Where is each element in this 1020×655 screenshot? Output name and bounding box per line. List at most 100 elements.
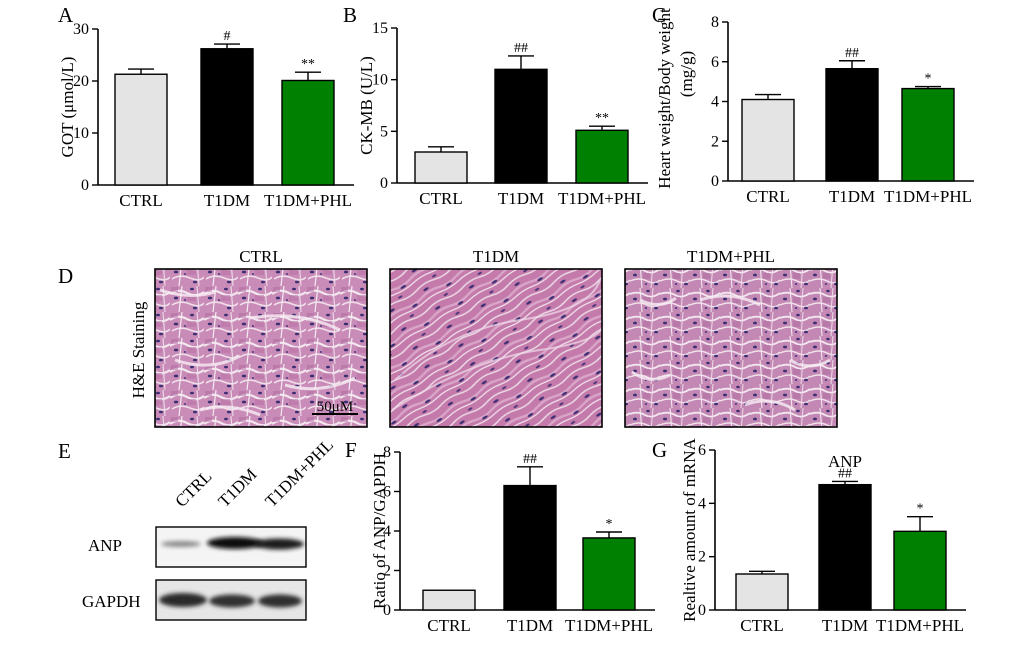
bar-t1dm <box>494 68 548 184</box>
y-tick-label: 0 <box>698 602 706 619</box>
significance-mark: ** <box>595 111 609 126</box>
bar-t1dm-phl <box>893 530 947 611</box>
panel-d: D H&E Staining CTRL T1DM T1DM+PHL 50μM <box>58 247 838 428</box>
category-label: T1DM+PHL <box>558 189 646 208</box>
chart-title: ANP <box>828 452 862 471</box>
y-tick-label: 10 <box>73 125 89 142</box>
bar-t1dm <box>200 48 254 186</box>
bar-ctrl <box>422 589 476 611</box>
y-axis-label: CK-MB (U/L) <box>357 56 376 155</box>
bar-t1dm-phl <box>582 537 636 611</box>
y-tick-label: 6 <box>383 484 391 501</box>
panel-label-a: A <box>58 3 74 27</box>
lane-label-t1dm-phl: T1DM+PHL <box>261 435 337 511</box>
significance-mark: * <box>917 502 924 517</box>
chart-a: A 0 10 20 30 GOT (μmol/L) CTRL # T1DM ** T1DM+PHL <box>58 3 354 210</box>
category-label: CTRL <box>746 187 789 206</box>
blot-gapdh <box>155 579 307 621</box>
bar-t1dm <box>825 68 879 182</box>
he-title-ctrl: CTRL <box>239 247 282 266</box>
panel-label-g: G <box>652 438 667 462</box>
panel-label-f: F <box>345 438 357 462</box>
significance-mark: ## <box>523 452 537 467</box>
he-title-t1dm-phl: T1DM+PHL <box>687 247 775 266</box>
blot-row-anp: ANP <box>88 536 122 555</box>
lane-label-t1dm: T1DM <box>214 465 260 511</box>
category-label: CTRL <box>419 189 462 208</box>
y-tick-label: 30 <box>73 21 89 38</box>
lane-label-ctrl: CTRL <box>171 467 215 511</box>
bar-t1dm-phl <box>901 87 955 182</box>
y-axis-label: Realtive amount of mRNA <box>680 437 699 621</box>
panel-label-e: E <box>58 439 71 463</box>
bar-t1dm-phl <box>281 79 335 186</box>
y-tick-label: 8 <box>383 444 391 461</box>
he-image-t1dm <box>389 268 604 428</box>
panel-label-c: C <box>652 3 666 27</box>
category-label: T1DM <box>822 616 868 635</box>
category-label: T1DM+PHL <box>565 616 653 635</box>
chart-b: B 0 5 10 15 CK-MB (U/L) CTRL ## T1DM ** T1DM+PHL <box>343 3 648 208</box>
y-tick-label: 4 <box>711 94 719 111</box>
y-tick-label: 0 <box>81 177 89 194</box>
bar-ctrl <box>741 98 795 182</box>
significance-mark: # <box>224 29 231 44</box>
blot-anp <box>155 526 307 568</box>
y-axis-label: Heart weight/Body weight <box>655 8 674 189</box>
y-tick-label: 2 <box>698 549 706 566</box>
bar-ctrl <box>414 151 468 184</box>
significance-mark: * <box>925 72 932 87</box>
y-tick-label: 4 <box>383 523 391 540</box>
y-tick-label: 0 <box>383 602 391 619</box>
y-tick-label: 6 <box>711 54 719 71</box>
y-tick-label: 0 <box>711 173 719 190</box>
significance-mark: * <box>606 517 613 532</box>
panel-label-d: D <box>58 264 73 288</box>
y-tick-label: 4 <box>698 495 706 512</box>
significance-mark: ## <box>845 46 859 61</box>
category-label: T1DM+PHL <box>876 616 964 635</box>
category-label: T1DM+PHL <box>264 191 352 210</box>
bar-ctrl <box>735 573 789 611</box>
panel-label-b: B <box>343 3 357 27</box>
bar-t1dm-phl <box>575 129 629 184</box>
panel-e: E CTRL T1DM T1DM+PHL ANP GAPDH <box>58 435 337 621</box>
y-axis-label: GOT (μmol/L) <box>58 57 77 158</box>
y-tick-label: 8 <box>711 14 719 31</box>
scale-bar-label: 50μM <box>317 399 353 415</box>
category-label: T1DM <box>498 189 544 208</box>
y-tick-label: 20 <box>73 73 89 90</box>
y-tick-label: 5 <box>380 123 388 140</box>
category-label: CTRL <box>119 191 162 210</box>
category-label: CTRL <box>740 616 783 635</box>
he-image-t1dm-phl <box>624 268 838 428</box>
significance-mark: ## <box>838 466 852 481</box>
chart-c: C 0 2 4 6 8 Heart weight/Body weight (mg/g) CTRL… <box>652 3 974 206</box>
he-title-t1dm: T1DM <box>473 247 519 266</box>
bar-ctrl <box>114 73 168 186</box>
he-staining-label: H&E Staining <box>129 301 148 398</box>
y-axis-label: Ratio of ANP/GAPDH <box>370 453 389 609</box>
y-tick-label: 15 <box>372 20 388 37</box>
category-label: T1DM <box>829 187 875 206</box>
significance-mark: ## <box>514 41 528 56</box>
y-tick-label: 2 <box>383 563 391 580</box>
y-tick-label: 6 <box>698 442 706 459</box>
bar-t1dm <box>818 483 872 611</box>
he-image-ctrl: 50μM <box>154 268 368 428</box>
y-axis-label-unit: (mg/g) <box>677 51 696 97</box>
significance-mark: ** <box>301 57 315 72</box>
bar-t1dm <box>503 484 557 611</box>
category-label: T1DM+PHL <box>884 187 972 206</box>
y-tick-label: 2 <box>711 133 719 150</box>
blot-row-gapdh: GAPDH <box>82 592 141 611</box>
y-tick-label: 10 <box>372 72 388 89</box>
category-label: T1DM <box>507 616 553 635</box>
y-tick-label: 0 <box>380 175 388 192</box>
category-label: CTRL <box>427 616 470 635</box>
category-label: T1DM <box>204 191 250 210</box>
